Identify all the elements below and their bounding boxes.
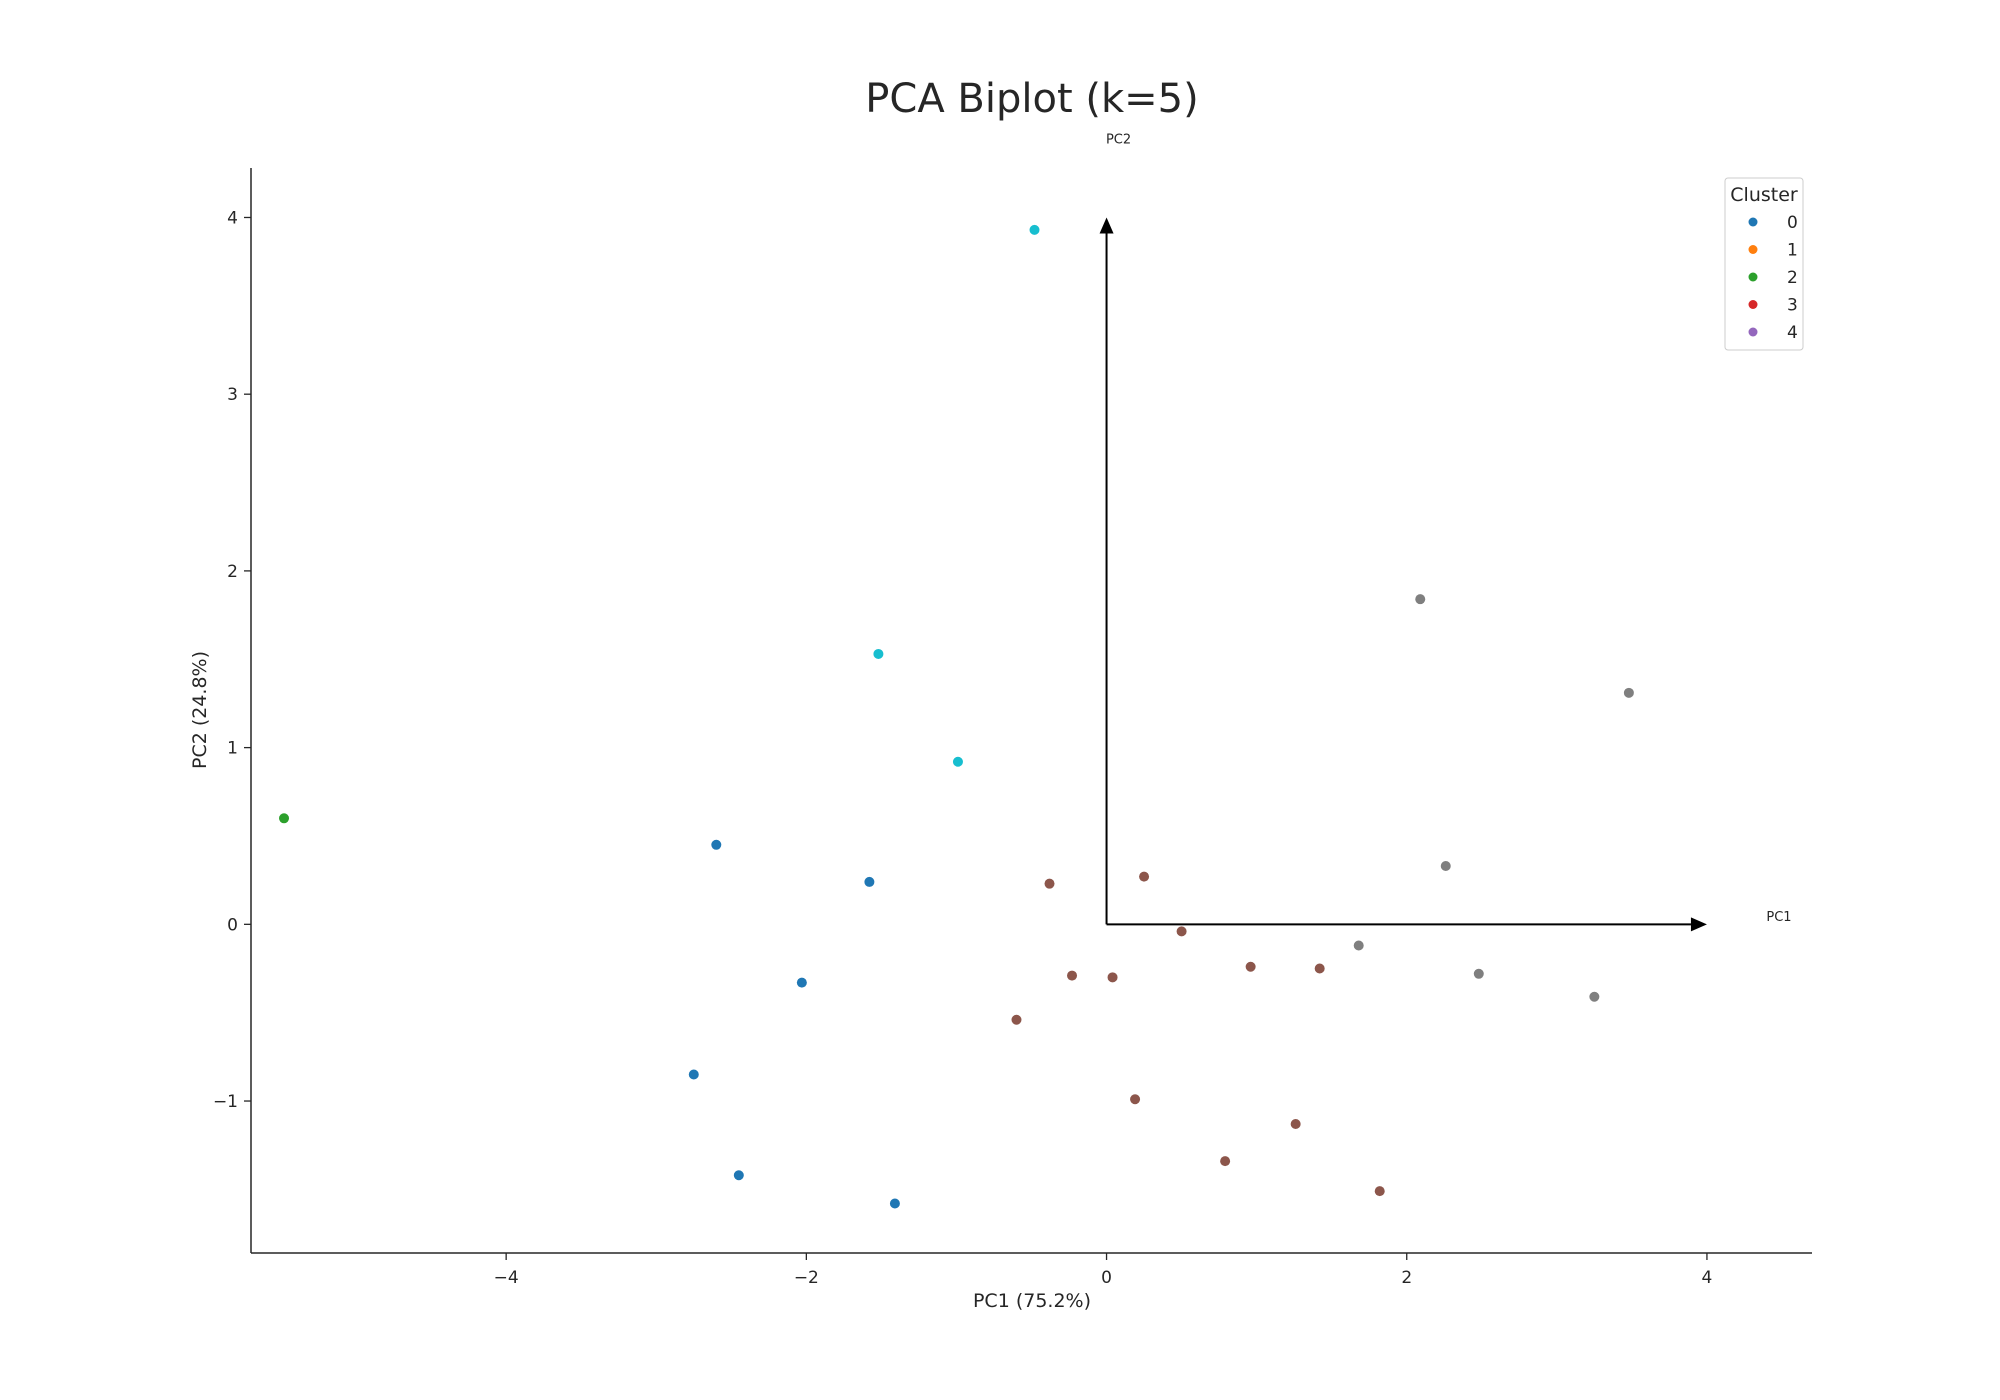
pc1-arrow-head [1690,917,1707,932]
y-tick-label: −1 [213,1092,238,1112]
scatter-point [1029,224,1040,235]
pc2-arrow-head [1099,217,1114,234]
scatter-point [1011,1014,1022,1025]
x-tick-label: 0 [1101,1268,1112,1288]
legend-marker [1748,245,1758,254]
scatter-point [1176,926,1187,937]
scatter-point [1130,1094,1141,1105]
legend-label: 1 [1787,241,1798,261]
plot-area: −4 −2 0 2 4 −1 0 1 2 3 4 PC1 PC2 [213,132,1812,1288]
pc1-arrow-label: PC1 [1766,910,1791,925]
legend-marker [1748,272,1758,282]
pc2-arrow-label: PC2 [1106,132,1131,147]
legend-marker [1748,217,1758,227]
chart-title: PCA Biplot (k=5) [865,76,1198,122]
legend-marker [1748,327,1758,337]
legend-label: 4 [1787,323,1798,343]
x-tick-label: −2 [794,1268,819,1288]
scatter-point [1589,991,1600,1002]
scatter-point [1245,961,1256,972]
loading-arrows: PC1 PC2 [1099,132,1792,932]
x-tick-label: 4 [1702,1268,1713,1288]
scatter-point [688,1069,699,1080]
scatter-point [1314,963,1325,974]
scatter-point [1440,861,1451,872]
scatter-point [1353,940,1364,951]
y-ticks: −1 0 1 2 3 4 [213,208,251,1112]
scatter-point [279,813,290,824]
scatter-point [796,977,807,988]
scatter-point [1044,878,1055,889]
legend: Cluster 0 1 2 3 4 [1724,177,1804,351]
y-axis-label: PC2 (24.8%) [189,651,211,769]
scatter-point [1220,1156,1231,1167]
legend-label: 3 [1787,296,1798,316]
legend-label: 2 [1787,268,1798,288]
scatter-point [1107,972,1118,983]
y-tick-label: 2 [227,562,238,582]
legend-marker [1748,300,1758,309]
scatter-point [1623,687,1634,698]
data-points [279,224,1634,1209]
legend-entries: 0 1 2 3 4 [1748,213,1798,343]
legend-label: 0 [1787,213,1798,233]
y-tick-label: 0 [227,915,238,935]
x-ticks: −4 −2 0 2 4 [494,1253,1713,1288]
scatter-point [889,1198,900,1209]
scatter-point [873,648,884,659]
scatter-point [1139,871,1150,882]
legend-title: Cluster [1730,184,1798,206]
x-axis-label: PC1 (75.2%) [973,1290,1091,1312]
scatter-point [1067,970,1078,981]
scatter-point [733,1170,744,1181]
scatter-point [1415,594,1426,605]
y-tick-label: 4 [227,208,238,228]
scatter-point [864,876,875,887]
y-tick-label: 3 [227,385,238,405]
scatter-point [1473,968,1484,979]
y-tick-label: 1 [227,739,238,759]
x-tick-label: 2 [1401,1268,1412,1288]
legend-box [1724,177,1804,351]
scatter-point [711,839,722,850]
scatter-point [952,756,963,767]
scatter-point [1290,1119,1301,1130]
x-tick-label: −4 [494,1268,519,1288]
scatter-point [1374,1186,1385,1197]
